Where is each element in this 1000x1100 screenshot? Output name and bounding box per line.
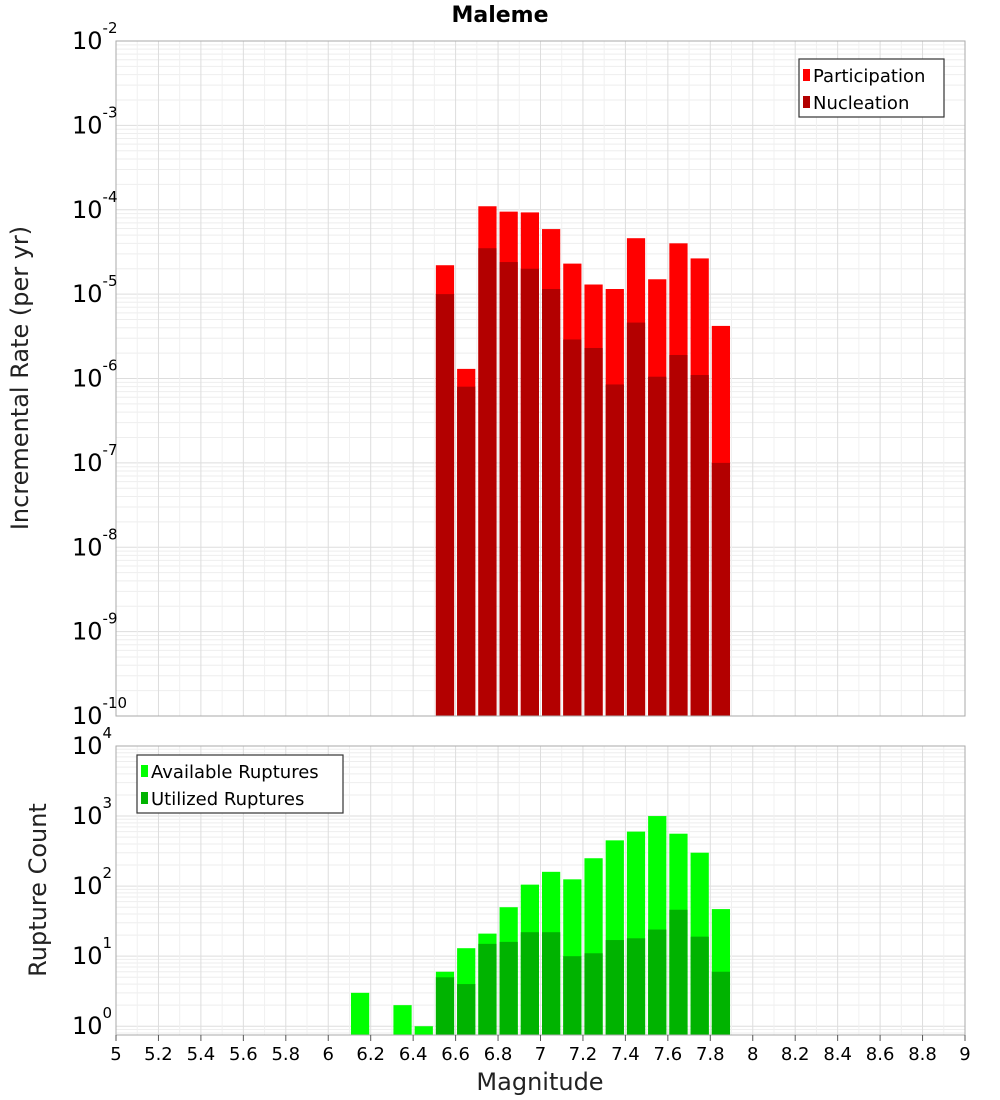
rate-legend-swatch	[803, 69, 810, 81]
rate-legend-label: Nucleation	[813, 93, 909, 114]
count-bar-available-ruptures	[414, 1026, 433, 1035]
x-tick-label: 5.2	[144, 1044, 173, 1065]
x-tick-label: 6.2	[356, 1044, 385, 1065]
x-tick-label: 5.8	[271, 1044, 300, 1065]
count-legend-swatch	[141, 765, 148, 777]
count-bar-utilized-ruptures	[711, 971, 731, 1035]
x-tick-label: 6.8	[484, 1044, 513, 1065]
x-tick-label: 5.6	[229, 1044, 258, 1065]
count-bar-utilized-ruptures	[499, 941, 518, 1035]
x-tick-label: 7.6	[654, 1044, 683, 1065]
count-bar-utilized-ruptures	[648, 929, 667, 1035]
x-tick-label: 7.8	[696, 1044, 725, 1065]
count-bar-utilized-ruptures	[478, 943, 497, 1035]
x-tick-label: 5	[110, 1044, 121, 1065]
x-tick-label: 8.8	[908, 1044, 937, 1065]
count-y-ticks: 104 103 102 101 100	[72, 724, 112, 1040]
count-legend-swatch	[141, 792, 148, 804]
count-bar-available-ruptures	[393, 1005, 412, 1035]
rate-y-ticks: 10-2 10-3 10-4 10-5 10-6 10-7 10-8 10-9 10-10	[72, 19, 127, 730]
count-bar-utilized-ruptures	[457, 984, 476, 1035]
count-y-tick-label: 101	[72, 934, 112, 970]
rate-y-tick-label: 10-3	[72, 103, 118, 139]
rate-bar-nucleation	[648, 376, 667, 716]
x-tick-label: 8.6	[866, 1044, 895, 1065]
count-y-tick-label: 103	[72, 794, 112, 830]
x-tick-label: 5.4	[187, 1044, 216, 1065]
x-tick-label: 7.4	[611, 1044, 640, 1065]
rate-y-tick-label: 10-10	[72, 694, 127, 730]
x-tick-label: 7	[535, 1044, 546, 1065]
rate-bar-nucleation	[626, 322, 646, 716]
count-legend-box	[136, 754, 344, 814]
rate-bar-nucleation	[542, 289, 561, 716]
rate-gridlines	[115, 40, 966, 717]
rate-legend-box	[798, 58, 945, 118]
x-axis-label: Magnitude	[476, 1068, 603, 1096]
rate-y-tick-label: 10-2	[72, 19, 118, 55]
x-tick-label: 6	[323, 1044, 334, 1065]
rate-bar-nucleation	[690, 375, 709, 716]
count-bar-utilized-ruptures	[435, 977, 455, 1035]
count-bar-utilized-ruptures	[690, 936, 709, 1035]
rate-bar-nucleation	[435, 294, 455, 716]
rate-bars	[435, 206, 731, 717]
rate-y-tick-label: 10-5	[72, 272, 118, 308]
count-bar-utilized-ruptures	[584, 953, 603, 1035]
rate-y-tick-label: 10-4	[72, 188, 118, 224]
x-axis-ticks: 5 5.2 5.4 5.6 5.8 6 6.2 6.4 6.6 6.8 7 7.2 7.4 7.6 7.8 8…	[110, 1035, 971, 1065]
x-tick-label: 6.4	[399, 1044, 428, 1065]
rate-bar-nucleation	[605, 384, 624, 716]
count-bar-utilized-ruptures	[669, 909, 688, 1035]
x-tick-label: 8	[747, 1044, 758, 1065]
rate-y-tick-label: 10-6	[72, 357, 118, 393]
rate-bar-nucleation	[499, 262, 518, 716]
x-tick-label: 8.2	[781, 1044, 810, 1065]
rate-y-tick-label: 10-9	[72, 610, 118, 646]
x-tick-label: 7.2	[569, 1044, 598, 1065]
rate-bar-nucleation	[563, 339, 582, 716]
count-y-axis-label: Rupture Count	[24, 803, 52, 977]
rate-y-axis-label: Incremental Rate (per yr)	[6, 226, 34, 530]
rate-plot-border	[115, 40, 966, 717]
x-tick-label: 6.6	[441, 1044, 470, 1065]
x-tick-label: 8.4	[823, 1044, 852, 1065]
rate-y-tick-label: 10-7	[72, 441, 118, 477]
count-y-tick-label: 104	[72, 724, 112, 760]
count-legend-label: Utilized Ruptures	[151, 789, 304, 810]
count-bar-utilized-ruptures	[542, 932, 561, 1035]
count-bar-utilized-ruptures	[563, 956, 582, 1035]
rate-bar-nucleation	[478, 248, 497, 717]
rate-legend: Participation Nucleation	[798, 58, 945, 118]
rate-legend-label: Participation	[813, 66, 925, 87]
count-bar-utilized-ruptures	[626, 938, 646, 1035]
count-bar-utilized-ruptures	[605, 940, 624, 1035]
count-panel: 104 103 102 101 100 Rupture Count Available …	[24, 724, 966, 1040]
count-y-tick-label: 100	[72, 1004, 112, 1040]
rate-bar-nucleation	[457, 386, 476, 716]
rate-y-tick-label: 10-8	[72, 525, 118, 561]
rate-bar-nucleation	[711, 462, 731, 716]
chart-title: Maleme	[451, 3, 548, 28]
count-legend: Available Ruptures Utilized Ruptures	[136, 754, 344, 814]
rate-panel: 10-2 10-3 10-4 10-5 10-6 10-7 10-8 10-9 10-10 In…	[6, 19, 966, 730]
x-tick-label: 9	[959, 1044, 970, 1065]
count-legend-label: Available Ruptures	[151, 762, 319, 783]
count-bar-utilized-ruptures	[520, 932, 539, 1035]
rate-bar-nucleation	[669, 354, 688, 716]
count-bars	[350, 816, 731, 1035]
count-y-tick-label: 102	[72, 864, 112, 900]
rate-bar-nucleation	[584, 347, 603, 716]
rate-legend-swatch	[803, 96, 810, 108]
count-bar-available-ruptures	[350, 992, 370, 1035]
rate-bar-nucleation	[520, 268, 539, 716]
